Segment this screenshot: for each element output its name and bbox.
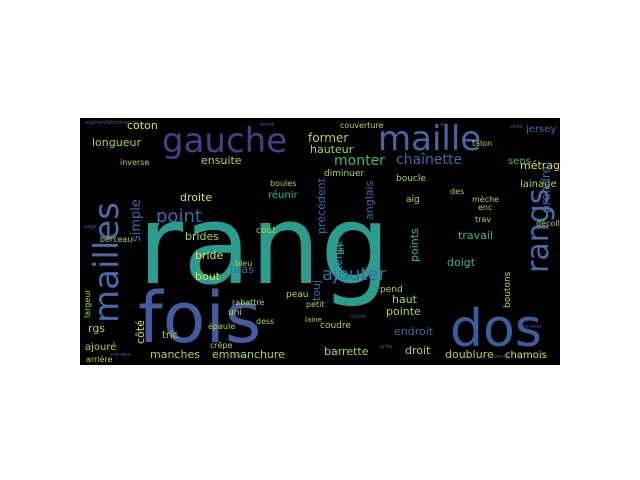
word-bout: bout xyxy=(195,270,221,283)
word-coton: coton xyxy=(127,119,158,132)
word-metrage: métrage xyxy=(520,159,560,172)
word-filler: schéma xyxy=(230,353,250,360)
word-enc: enc xyxy=(478,203,492,212)
word-cote: côté xyxy=(134,320,147,344)
word-filler: serré xyxy=(510,123,523,130)
word-bras: bras xyxy=(230,263,254,276)
word-point: point xyxy=(156,206,202,227)
word-haut: haut xyxy=(392,293,418,306)
word-coudre: coudre xyxy=(320,321,351,331)
word-droite: droite xyxy=(180,191,212,204)
word-travail: travail xyxy=(458,229,493,242)
word-monter: monter xyxy=(334,153,385,169)
word-emmanchure: emmanchure xyxy=(212,348,285,361)
word-talon: talon xyxy=(472,139,492,148)
word-longueur: longueur xyxy=(92,136,141,149)
word-former: former xyxy=(308,131,348,145)
word-rabattre: rabattre xyxy=(232,298,265,307)
word-mailles: mailles xyxy=(87,202,127,323)
word-bleu: bleu xyxy=(235,259,252,268)
word-tric: tric xyxy=(162,330,178,341)
word-pend: pend xyxy=(380,285,403,295)
word-boucle: boucle xyxy=(396,174,426,184)
word-trav: trav xyxy=(475,215,491,224)
word-anglais: anglais xyxy=(363,180,376,220)
word-epaule: épaule xyxy=(208,321,235,331)
filler-words: augmentation marine bonté dix serré page… xyxy=(84,120,543,360)
word-ajouter: ajouter xyxy=(322,264,387,285)
word-toujours: touj xyxy=(310,280,323,301)
word-prendre: prendre xyxy=(539,166,553,213)
word-jersey: jersey xyxy=(525,124,556,135)
word-attente: attente xyxy=(332,241,345,281)
word-rgs: rgs xyxy=(88,322,105,335)
word-doigt: doigt xyxy=(447,256,476,269)
word-reunir: réunir xyxy=(268,189,298,201)
word-couverture: couverture xyxy=(340,121,384,130)
word-sens: sens xyxy=(508,156,531,167)
word-chainette: chaînette xyxy=(396,152,462,168)
word-filler: bonté xyxy=(260,121,274,128)
word-bride: bride xyxy=(195,249,224,262)
word-points: points xyxy=(408,228,421,262)
word-barrette: barrette xyxy=(324,345,369,358)
word-dess: dess xyxy=(256,317,274,326)
word-diminuer: diminuer xyxy=(324,169,364,179)
word-aig: aig xyxy=(406,195,420,205)
word-hauteur: hauteur xyxy=(310,143,354,156)
word-endroit: endroit xyxy=(394,325,434,338)
word-filler: manche xyxy=(490,354,510,360)
word-precedent: précédent xyxy=(315,177,328,234)
word-rang: rang xyxy=(138,181,390,309)
cloud-background xyxy=(80,118,560,365)
word-cloud-svg: augmentation marine bonté dix serré page… xyxy=(80,118,560,365)
word-filler: tricoté xyxy=(350,313,366,320)
word-meche: mèche xyxy=(472,194,499,204)
word-gauche: gauche xyxy=(162,121,287,161)
word-arriere: arrière xyxy=(86,354,113,364)
word-rangs: rangs xyxy=(521,189,556,273)
word-des: des xyxy=(450,187,464,196)
word-inverse: inverse xyxy=(120,158,149,167)
word-maille: maille xyxy=(378,119,481,159)
word-berceau: berceau xyxy=(100,235,132,244)
word-decolette: décolleté xyxy=(536,218,560,228)
word-largeur: largeur xyxy=(83,289,92,318)
word-chamois: chamois xyxy=(505,350,547,361)
word-fois: fois xyxy=(138,277,261,359)
word-crepe: crêpe xyxy=(210,340,233,350)
word-brides: brides xyxy=(185,230,219,243)
word-laine: laine xyxy=(305,316,322,324)
word-dos: dos xyxy=(450,299,542,359)
word-boutons: boutons xyxy=(503,271,513,308)
word-simple: simple xyxy=(129,199,144,242)
word-droit: droit xyxy=(405,344,431,357)
word-petit: petit xyxy=(306,300,325,309)
word-ensuite: ensuite xyxy=(201,154,242,167)
word-filler: page xyxy=(84,224,97,230)
word-filler: terminer xyxy=(520,324,543,330)
word-pointe: pointe xyxy=(386,305,421,318)
word-filler: dix xyxy=(440,122,448,128)
word-ajoure: ajouré xyxy=(85,341,116,353)
word-lainage: lainage xyxy=(520,179,557,190)
word-peau: peau xyxy=(286,290,308,300)
word-boules: boules xyxy=(270,179,296,188)
word-uni: uni xyxy=(228,308,242,318)
word-filler: intérieur xyxy=(110,351,132,358)
word-filler: augmentation xyxy=(85,120,120,126)
word-filler: grille xyxy=(380,344,392,350)
word-cloud: augmentation marine bonté dix serré page… xyxy=(80,118,560,365)
word-filler: marine xyxy=(120,120,138,126)
word-doublure: doublure xyxy=(445,348,494,361)
word-manches: manches xyxy=(150,348,200,361)
word-cout: cout xyxy=(256,226,276,236)
word-air: air xyxy=(337,243,347,255)
